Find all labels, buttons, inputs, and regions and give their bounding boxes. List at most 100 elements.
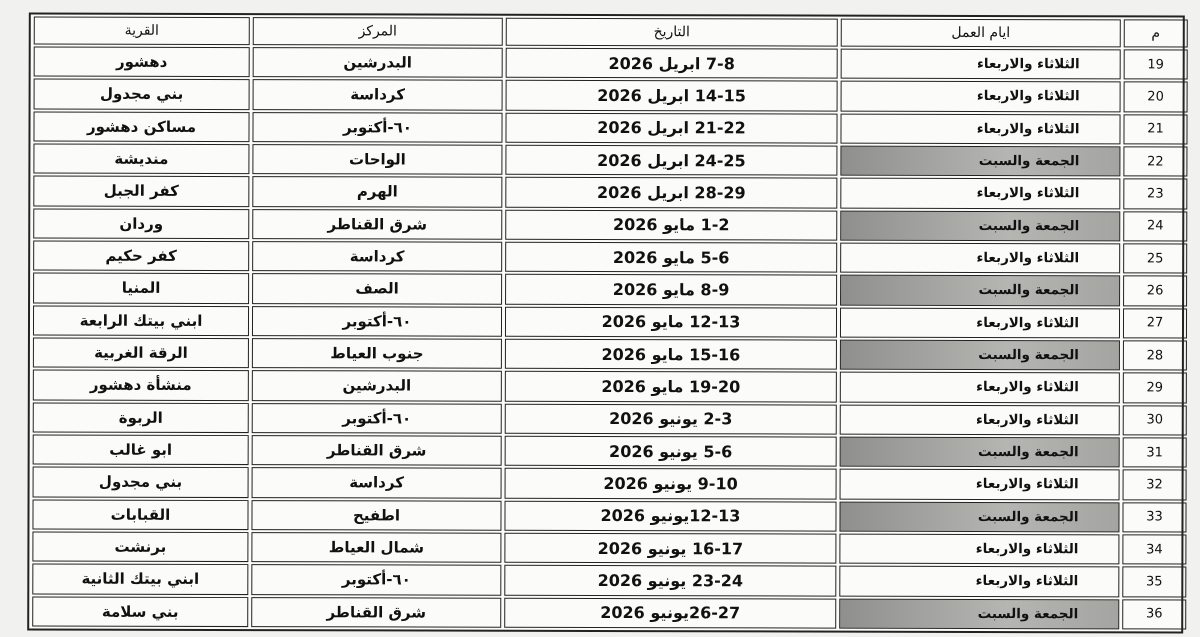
cell-date: 24-25 ابريل 2026 (505, 144, 838, 176)
cell-num: 28 (1122, 340, 1187, 371)
cell-date: 28-29 ابريل 2026 (505, 177, 838, 209)
header-days: ايام العمل (840, 18, 1121, 48)
cell-days: الجمعة والسبت (839, 501, 1120, 533)
cell-center: ٦٠-أكتوبر (252, 111, 503, 143)
cell-center: شرق القناطر (251, 596, 502, 628)
cell-days: الجمعة والسبت (839, 598, 1120, 630)
cell-village: برنشت (32, 531, 249, 563)
table-row: 30 الثلاثاء والاربعاء 2-3 يونيو 2026 ٦٠-أكت… (32, 402, 1187, 436)
cell-days: الثلاثاء والاربعاء (839, 565, 1120, 597)
cell-village: بني سلامة (32, 596, 249, 628)
table-row: 32 الثلاثاء والاربعاء 9-10 يونيو 2026 كرداس… (32, 466, 1187, 501)
cell-village: ابني بيتك الثانية (32, 563, 249, 595)
cell-center: اطفيح (251, 499, 502, 531)
table-row: 19 الثلاثاء والاربعاء 7-8 ابريل 2026 البدرش… (33, 46, 1188, 80)
cell-num: 24 (1123, 210, 1188, 242)
cell-village: بني مجدول (32, 466, 249, 498)
cell-num: 34 (1122, 534, 1187, 565)
cell-days: الثلاثاء والاربعاء (839, 371, 1120, 403)
cell-village: وردان (33, 208, 250, 240)
cell-center: كرداسة (251, 467, 502, 499)
table-row: 24 الجمعة والسبت 1-2 مايو 2026 شرق القناطر و… (33, 208, 1188, 242)
cell-center: ٦٠-أكتوبر (251, 305, 503, 337)
cell-village: كفر حكيم (33, 240, 250, 272)
table-row: 23 الثلاثاء والاربعاء 28-29 ابريل 2026 الهر… (33, 175, 1188, 210)
cell-days: الثلاثاء والاربعاء (840, 80, 1121, 113)
cell-center: جنوب العياط (251, 338, 502, 370)
cell-days: الجمعة والسبت (840, 210, 1121, 242)
cell-days: الثلاثاء والاربعاء (839, 468, 1120, 500)
cell-days: الثلاثاء والاربعاء (840, 177, 1121, 209)
schedule-document: م ايام العمل التاريخ المركز القرية 19 الث… (27, 12, 1188, 634)
cell-village: منديشة (33, 143, 250, 175)
cell-village: بني مجدول (33, 78, 250, 110)
cell-num: 35 (1122, 566, 1187, 598)
cell-date: 26-27يونيو 2026 (504, 597, 837, 629)
table-row: 29 الثلاثاء والاربعاء 19-20 مايو 2026 البدر… (32, 369, 1187, 404)
cell-num: 21 (1123, 114, 1188, 145)
table-row: 20 الثلاثاء والاربعاء 14-15 ابريل 2026 كردا… (33, 78, 1188, 113)
cell-date: 5-6 مايو 2026 (505, 241, 838, 273)
cell-village: ابني بيتك الرابعة (32, 305, 250, 337)
cell-date: 16-17 يونيو 2026 (504, 532, 837, 564)
cell-village: الربوة (32, 402, 249, 434)
cell-num: 20 (1123, 81, 1188, 113)
cell-date: 12-13 مايو 2026 (504, 306, 838, 338)
cell-days: الثلاثاء والاربعاء (840, 48, 1121, 80)
cell-days: الجمعة والسبت (839, 339, 1120, 371)
cell-center: البدرشين (251, 370, 502, 402)
cell-center: الهرم (252, 176, 503, 208)
cell-num: 19 (1123, 49, 1188, 80)
cell-date: 2-3 يونيو 2026 (504, 403, 837, 435)
cell-date: 21-22 ابريل 2026 (505, 112, 838, 144)
cell-center: البدرشين (252, 47, 503, 79)
table-row: 36 الجمعة والسبت 26-27يونيو 2026 شرق القناط… (32, 596, 1187, 630)
cell-num: 26 (1123, 275, 1188, 307)
cell-center: كرداسة (252, 79, 503, 111)
cell-num: 25 (1123, 243, 1188, 274)
table-row: 28 الجمعة والسبت 15-16 مايو 2026 جنوب العيا… (32, 337, 1187, 371)
cell-num: 29 (1122, 372, 1187, 404)
cell-center: الواحات (252, 144, 503, 176)
cell-date: 5-6 يونيو 2026 (504, 435, 837, 467)
cell-days: الثلاثاء والاربعاء (840, 113, 1121, 145)
table-row: 25 الثلاثاء والاربعاء 5-6 مايو 2026 كرداسة ك… (33, 240, 1188, 274)
table-row: 22 الجمعة والسبت 24-25 ابريل 2026 الواحات من… (33, 143, 1188, 177)
header-num: م (1123, 19, 1188, 48)
cell-village: دهشور (33, 46, 250, 78)
cell-num: 36 (1122, 598, 1187, 630)
table-row: 31 الجمعة والسبت 5-6 يونيو 2026 شرق القناطر… (32, 434, 1187, 468)
cell-days: الثلاثاء والاربعاء (839, 404, 1120, 436)
cell-date: 9-10 يونيو 2026 (504, 468, 837, 500)
cell-center: شرق القناطر (252, 208, 503, 240)
cell-village: المنيا (33, 272, 250, 304)
cell-village: القبابات (32, 499, 249, 530)
cell-center: شمال العياط (251, 531, 502, 563)
header-date: التاريخ (505, 17, 838, 47)
header-center: المركز (252, 17, 503, 46)
cell-days: الجمعة والسبت (840, 145, 1121, 177)
cell-village: مساكن دهشور (33, 111, 250, 143)
cell-date: 8-9 مايو 2026 (505, 274, 838, 306)
cell-village: كفر الجبل (33, 175, 250, 207)
cell-village: ابو غالب (32, 434, 249, 466)
cell-days: الجمعة والسبت (840, 274, 1121, 306)
cell-village: الرقة الغربية (32, 337, 249, 369)
cell-num: 30 (1122, 404, 1187, 436)
cell-num: 33 (1122, 501, 1187, 533)
cell-center: كرداسة (252, 241, 503, 273)
schedule-table: م ايام العمل التاريخ المركز القرية 19 الث… (29, 14, 1191, 631)
cell-num: 31 (1122, 437, 1187, 468)
table-row: 21 الثلاثاء والاربعاء 21-22 ابريل 2026 ٦٠-أ… (33, 111, 1188, 145)
table-row: 27 الثلاثاء والاربعاء 12-13 مايو 2026 ٦٠-أك… (32, 305, 1188, 339)
cell-village: منشأة دهشور (32, 369, 249, 401)
cell-days: الثلاثاء والاربعاء (839, 533, 1120, 565)
header-row: م ايام العمل التاريخ المركز القرية (33, 16, 1188, 48)
cell-days: الثلاثاء والاربعاء (840, 242, 1121, 274)
cell-center: ٦٠-أكتوبر (251, 564, 502, 596)
table-row: 26 الجمعة والسبت 8-9 مايو 2026 الصف المنيا (33, 272, 1188, 307)
cell-date: 7-8 ابريل 2026 (505, 47, 838, 79)
cell-date: 12-13يونيو 2026 (504, 500, 837, 532)
cell-num: 27 (1122, 307, 1188, 339)
header-village: القرية (33, 16, 250, 46)
